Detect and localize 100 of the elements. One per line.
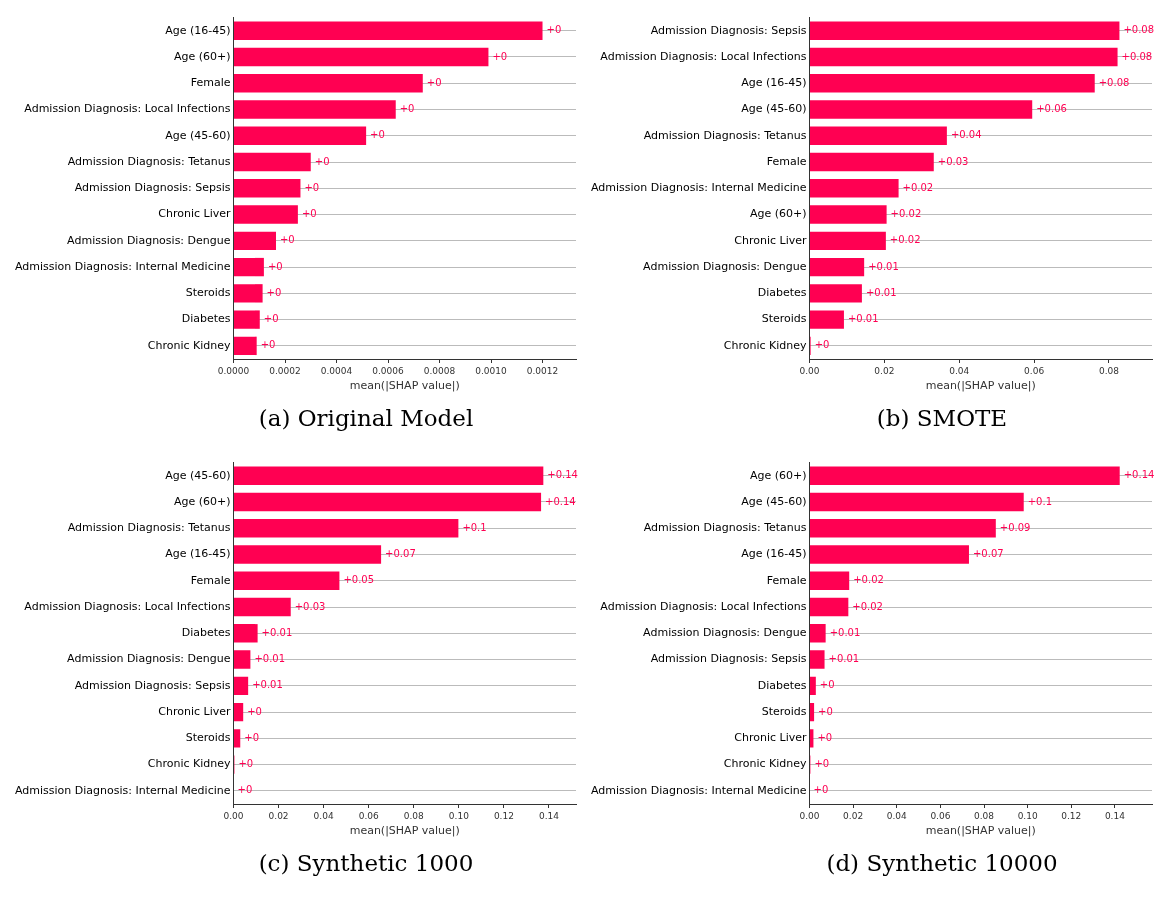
bar (810, 100, 1033, 119)
data-label: +0.04 (950, 129, 982, 141)
y-tick-label: Admission Diagnosis: Local Infections (24, 102, 231, 116)
bar (234, 126, 367, 145)
y-tick-label: Steroids (185, 731, 231, 745)
bar (810, 466, 1120, 485)
bar (234, 179, 301, 198)
x-tick-label: 0.08 (403, 810, 425, 821)
y-tick-label: Age (45-60) (741, 494, 807, 508)
data-label: +0.1 (462, 521, 487, 533)
bar (234, 205, 298, 224)
y-tick-label: Admission Diagnosis: Sepsis (74, 678, 231, 692)
data-label: +0.07 (972, 548, 1004, 560)
data-label: +0.08 (1098, 76, 1130, 88)
bar (810, 231, 886, 251)
bar (810, 624, 826, 643)
y-tick-label: Chronic Liver (734, 233, 807, 247)
bar (234, 571, 340, 590)
x-tick-label: 0.10 (448, 810, 470, 821)
x-tick-label: 0.0008 (423, 365, 456, 376)
data-label: +0.07 (385, 548, 416, 560)
bar (234, 74, 423, 93)
y-tick-label: Female (766, 573, 807, 587)
x-axis-title: mean(|SHAP value|) (925, 379, 1036, 393)
bar (810, 519, 996, 538)
bar (810, 702, 815, 722)
y-tick-label: Admission Diagnosis: Local Infections (600, 599, 807, 613)
y-tick-label: Admission Diagnosis: Tetanus (643, 128, 807, 142)
bar (810, 545, 969, 564)
bar (234, 545, 382, 564)
data-label: +0.06 (1036, 103, 1067, 115)
y-tick-label: Female (766, 154, 807, 168)
x-tick-label: 0.06 (1024, 365, 1045, 376)
y-tick-label: Age (45-60) (165, 468, 231, 482)
y-tick-label: Admission Diagnosis: Dengue (67, 233, 231, 247)
x-tick-label: 0.04 (886, 810, 908, 821)
data-label: +0.01 (847, 313, 879, 325)
data-label: +0.03 (937, 155, 969, 167)
data-label: +0 (818, 705, 833, 717)
x-tick-label: 0.14 (538, 810, 560, 821)
y-tick-label: Steroids (185, 286, 231, 300)
data-label: +0.14 (545, 495, 576, 507)
data-label: +0.09 (999, 521, 1031, 533)
bar (234, 597, 291, 617)
bar (810, 152, 934, 172)
x-tick-label: 0.06 (358, 810, 379, 821)
y-tick-label: Admission Diagnosis: Sepsis (650, 23, 807, 37)
bar (810, 676, 816, 696)
data-label: +0.08 (1123, 24, 1155, 36)
bar (810, 729, 814, 748)
y-tick-label: Admission Diagnosis: Tetanus (643, 521, 807, 535)
y-tick-label: Admission Diagnosis: Internal Medicine (590, 181, 807, 195)
y-tick-label: Female (190, 573, 231, 587)
bar (234, 310, 260, 329)
y-tick-label: Admission Diagnosis: Dengue (643, 259, 807, 273)
bar (810, 310, 844, 329)
data-label: +0 (247, 705, 262, 717)
data-label: +0.14 (1123, 469, 1155, 481)
data-label: +0.1 (1027, 495, 1053, 507)
y-tick-label: Age (16-45) (741, 76, 807, 90)
data-label: +0.01 (252, 679, 283, 691)
data-label: +0.02 (853, 574, 884, 586)
y-tick-label: Age (60+) (749, 468, 807, 482)
bar (234, 47, 489, 67)
data-label: +0 (426, 76, 442, 88)
data-label: +0 (301, 208, 317, 220)
bar (234, 257, 264, 277)
x-tick-label: 0.02 (843, 810, 864, 821)
data-label: +0 (267, 260, 283, 272)
data-label: +0 (819, 679, 835, 691)
x-axis-title: mean(|SHAP value|) (349, 824, 460, 838)
y-tick-label: Admission Diagnosis: Dengue (67, 652, 231, 666)
y-tick-label: Admission Diagnosis: Sepsis (74, 181, 231, 195)
bar (810, 126, 947, 145)
bar (810, 74, 1095, 93)
bar (810, 47, 1118, 67)
x-tick-label: 0.0012 (526, 365, 559, 376)
y-tick-label: Admission Diagnosis: Dengue (643, 626, 807, 640)
data-label: +0.01 (829, 626, 861, 638)
text: (b) SMOTE (875, 405, 1008, 431)
x-tick-label: 0.02 (268, 810, 289, 821)
bar (810, 492, 1024, 512)
bar (234, 466, 544, 485)
bar (234, 702, 244, 722)
data-label: +0.02 (902, 181, 934, 193)
data-label: +0.02 (889, 234, 921, 246)
y-tick-label: Chronic Liver (158, 207, 231, 221)
data-label: +0 (814, 758, 830, 770)
y-tick-label: Diabetes (181, 626, 231, 640)
data-label: +0.01 (828, 653, 860, 665)
bar (234, 152, 311, 172)
bar (810, 205, 887, 224)
data-label: +0 (492, 50, 508, 62)
y-tick-label: Chronic Liver (734, 731, 807, 745)
data-label: +0 (546, 24, 562, 36)
y-tick-label: Chronic Liver (158, 704, 231, 718)
data-label: +0.02 (890, 208, 922, 220)
y-tick-label: Age (60+) (749, 207, 807, 221)
x-tick-label: 0.00 (223, 810, 244, 821)
bar (810, 650, 825, 669)
